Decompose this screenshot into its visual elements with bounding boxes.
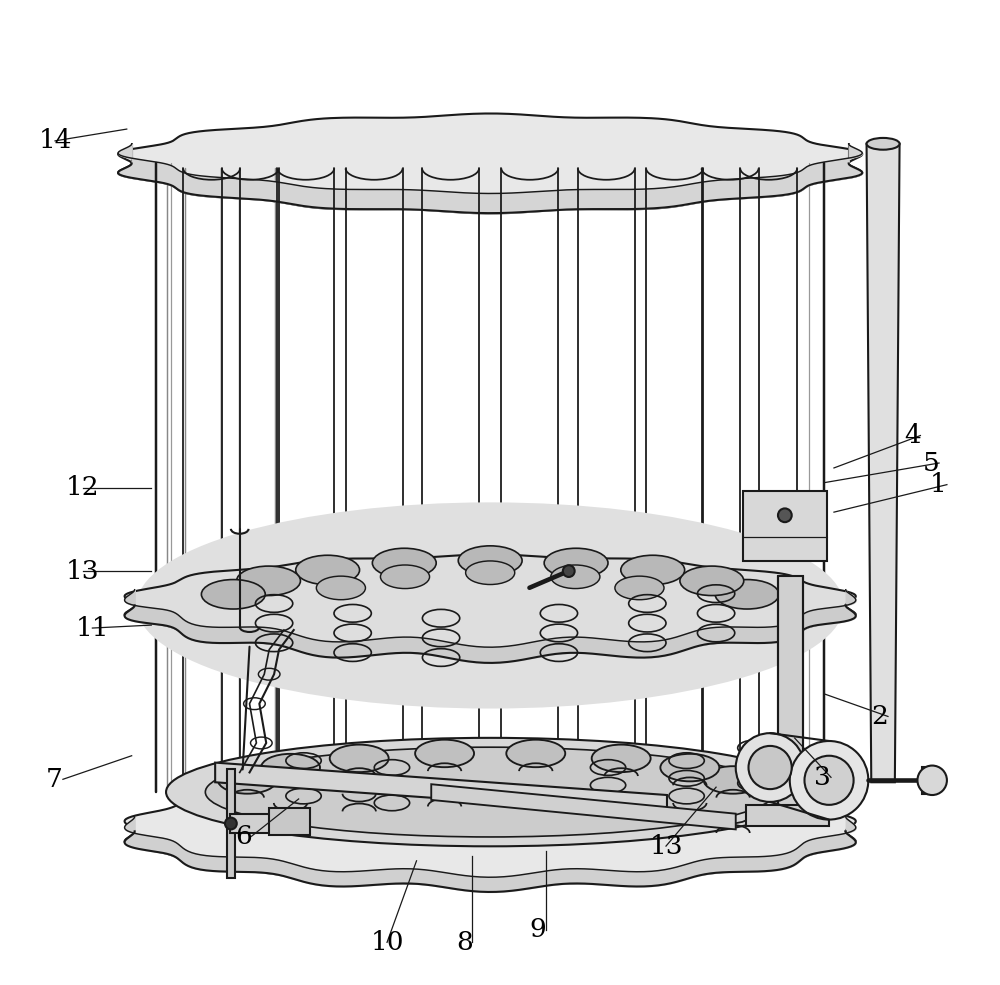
Text: 3: 3	[814, 764, 831, 790]
Bar	[778, 576, 803, 821]
Polygon shape	[125, 775, 856, 887]
Ellipse shape	[458, 546, 522, 575]
Ellipse shape	[660, 754, 719, 781]
Circle shape	[790, 741, 868, 820]
Circle shape	[736, 733, 804, 802]
Ellipse shape	[415, 740, 474, 767]
Ellipse shape	[704, 766, 763, 794]
Ellipse shape	[544, 549, 608, 578]
Text: 8: 8	[456, 930, 473, 954]
Text: 13: 13	[649, 833, 683, 859]
Text: 9: 9	[529, 917, 546, 942]
Ellipse shape	[201, 579, 265, 609]
Ellipse shape	[615, 576, 664, 600]
Polygon shape	[867, 144, 900, 782]
Ellipse shape	[166, 738, 814, 846]
Ellipse shape	[621, 556, 685, 585]
Circle shape	[804, 755, 854, 805]
Ellipse shape	[296, 556, 360, 585]
Polygon shape	[431, 784, 736, 829]
Text: 10: 10	[370, 930, 404, 954]
Ellipse shape	[261, 754, 320, 781]
Bar	[269, 808, 310, 835]
Circle shape	[917, 765, 947, 795]
Text: 4: 4	[905, 423, 921, 448]
Text: 7: 7	[46, 766, 63, 792]
Circle shape	[749, 746, 792, 789]
Text: 14: 14	[38, 128, 72, 154]
Text: 5: 5	[922, 450, 939, 476]
Circle shape	[225, 818, 237, 829]
Ellipse shape	[137, 502, 844, 708]
Circle shape	[778, 508, 792, 522]
Ellipse shape	[466, 560, 515, 584]
Ellipse shape	[551, 565, 600, 589]
Ellipse shape	[205, 748, 775, 837]
Text: 2: 2	[871, 704, 888, 729]
Ellipse shape	[372, 549, 436, 578]
Polygon shape	[125, 555, 856, 656]
Ellipse shape	[380, 565, 430, 589]
Ellipse shape	[867, 138, 900, 150]
Bar	[922, 766, 932, 794]
Circle shape	[563, 565, 575, 577]
Polygon shape	[118, 113, 862, 214]
Polygon shape	[215, 762, 667, 815]
Bar	[746, 805, 829, 826]
Ellipse shape	[592, 745, 651, 772]
Bar	[227, 769, 235, 878]
Ellipse shape	[680, 566, 744, 596]
Ellipse shape	[506, 740, 565, 767]
Text: 11: 11	[76, 616, 109, 640]
Ellipse shape	[218, 766, 277, 794]
Ellipse shape	[715, 579, 779, 609]
Text: 13: 13	[66, 558, 99, 583]
Text: 1: 1	[930, 472, 947, 497]
Ellipse shape	[330, 745, 389, 772]
Ellipse shape	[237, 566, 300, 596]
Bar	[743, 491, 827, 561]
Ellipse shape	[316, 576, 365, 600]
Text: 12: 12	[66, 475, 99, 500]
Bar	[230, 814, 284, 833]
Text: 6: 6	[235, 823, 252, 849]
